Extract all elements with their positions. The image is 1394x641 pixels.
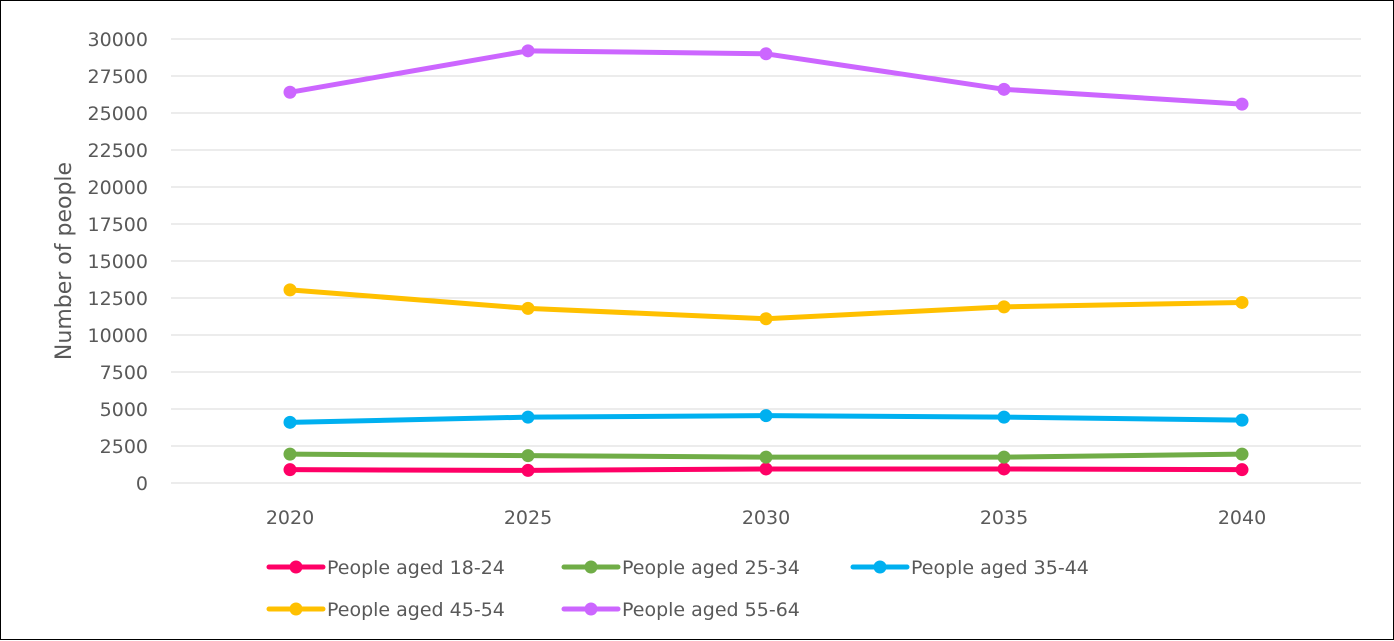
series-2: [283, 447, 1249, 464]
data-point: [1235, 295, 1249, 309]
y-tick-label: 5000: [100, 399, 148, 421]
legend: People aged 18-24 People aged 25-34 People…: [266, 557, 1089, 621]
legend-item: People aged 35-44: [850, 557, 1089, 579]
data-point: [997, 462, 1011, 476]
legend-item: People aged 25-34: [561, 557, 800, 579]
y-tick-label: 0: [136, 473, 148, 495]
y-tick-label: 25000: [88, 103, 148, 125]
x-axis-ticks: 2020 2025 2030 2035 2040: [266, 507, 1266, 529]
x-tick-label: 2030: [742, 507, 790, 529]
data-point: [997, 450, 1011, 464]
data-point: [1235, 413, 1249, 427]
data-point: [997, 410, 1011, 424]
y-tick-label: 10000: [88, 325, 148, 347]
data-point: [759, 47, 773, 61]
legend-swatch-marker: [289, 560, 303, 574]
legend-swatch-marker: [584, 602, 598, 616]
data-point: [283, 463, 297, 477]
y-tick-label: 22500: [88, 140, 148, 162]
data-point: [997, 82, 1011, 96]
x-tick-label: 2035: [980, 507, 1028, 529]
series-5: [283, 44, 1249, 111]
legend-label: People aged 55-64: [622, 599, 800, 621]
y-tick-label: 30000: [88, 29, 148, 51]
data-point: [1235, 463, 1249, 477]
legend-label: People aged 18-24: [327, 557, 505, 579]
data-point: [521, 463, 535, 477]
y-tick-label: 7500: [100, 362, 148, 384]
data-point: [283, 85, 297, 99]
legend-label: People aged 35-44: [911, 557, 1089, 579]
legend-swatch-marker: [584, 560, 598, 574]
x-tick-label: 2040: [1218, 507, 1266, 529]
data-point: [997, 300, 1011, 314]
legend-item: People aged 55-64: [561, 599, 800, 621]
data-point: [759, 462, 773, 476]
y-tick-label: 2500: [100, 436, 148, 458]
y-tick-label: 20000: [88, 177, 148, 199]
legend-label: People aged 45-54: [327, 599, 505, 621]
legend-swatch-marker: [289, 602, 303, 616]
y-tick-label: 17500: [88, 214, 148, 236]
legend-label: People aged 25-34: [622, 557, 800, 579]
data-point: [283, 447, 297, 461]
legend-item: People aged 45-54: [266, 599, 505, 621]
x-tick-label: 2020: [266, 507, 314, 529]
y-tick-label: 27500: [88, 66, 148, 88]
data-point: [283, 283, 297, 297]
series: [283, 44, 1249, 477]
data-point: [759, 450, 773, 464]
data-point: [521, 301, 535, 315]
data-point: [1235, 447, 1249, 461]
y-axis-title: Number of people: [52, 162, 77, 360]
series-4: [283, 283, 1249, 326]
data-point: [521, 410, 535, 424]
data-point: [759, 312, 773, 326]
series-3: [283, 409, 1249, 429]
data-point: [521, 449, 535, 463]
data-point: [521, 44, 535, 58]
y-tick-label: 12500: [88, 288, 148, 310]
y-tick-label: 15000: [88, 251, 148, 273]
legend-item: People aged 18-24: [266, 557, 505, 579]
legend-swatch-marker: [873, 560, 887, 574]
data-point: [759, 409, 773, 423]
data-point: [1235, 97, 1249, 111]
data-point: [283, 415, 297, 429]
y-axis-ticks: 0 2500 5000 7500 10000 12500 15000 17500 20000 22…: [88, 29, 148, 495]
x-tick-label: 2025: [504, 507, 552, 529]
series-1: [283, 462, 1249, 477]
